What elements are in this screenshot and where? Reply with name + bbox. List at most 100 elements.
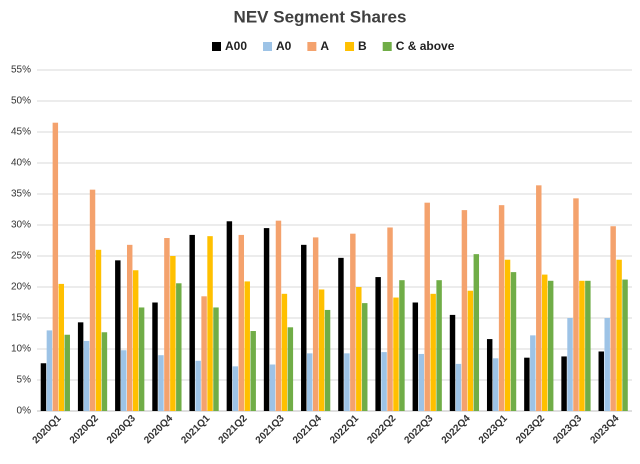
bar (138, 307, 145, 411)
bar (263, 228, 270, 411)
bar (610, 226, 616, 411)
bar (89, 189, 96, 411)
bar (64, 334, 70, 411)
bar (567, 318, 573, 411)
x-tick-label: 2023Q2 (514, 413, 547, 446)
bar (164, 238, 170, 411)
y-tick-label: 0% (17, 406, 32, 417)
legend-label: C & above (396, 39, 455, 53)
bar (83, 340, 90, 411)
x-tick-label: 2021Q1 (179, 413, 212, 446)
bar (250, 331, 256, 411)
bar (52, 122, 59, 411)
bar (170, 256, 176, 411)
bar (176, 283, 182, 411)
bar (616, 259, 622, 411)
legend-swatch (307, 42, 317, 51)
bar (232, 366, 239, 411)
bar (504, 259, 511, 411)
bar (207, 236, 213, 411)
y-tick-label: 35% (11, 189, 31, 200)
bar (536, 185, 542, 411)
x-tick-label: 2023Q3 (551, 413, 584, 446)
x-tick-label: 2020Q1 (31, 413, 64, 446)
bar (115, 260, 121, 411)
x-tick-label: 2020Q2 (68, 413, 101, 446)
y-tick-label: 45% (11, 127, 31, 138)
bar (387, 227, 393, 411)
x-tick-label: 2023Q4 (588, 413, 621, 446)
bar (195, 360, 201, 411)
bar (132, 270, 139, 411)
bar (126, 244, 133, 411)
bar (467, 290, 474, 411)
bar (547, 280, 554, 411)
y-tick-label: 25% (11, 251, 31, 262)
bar (486, 339, 493, 411)
x-tick-label: 2020Q4 (142, 413, 175, 446)
y-tick-label: 20% (11, 282, 31, 293)
y-tick-label: 5% (17, 375, 32, 386)
bar (542, 274, 548, 411)
bar (524, 357, 530, 411)
bar (498, 205, 505, 411)
bar (473, 254, 480, 411)
bar (579, 280, 585, 411)
legend-label: A (320, 39, 329, 53)
legend-swatch (263, 42, 273, 51)
legend-swatch (382, 42, 392, 51)
bar (510, 272, 517, 411)
bar (269, 364, 276, 411)
x-tick-label: 2021Q3 (254, 413, 287, 446)
bar (585, 280, 591, 411)
x-tick-label: 2021Q2 (217, 413, 250, 446)
bar (381, 352, 387, 411)
bar (158, 355, 164, 411)
y-tick-label: 50% (11, 96, 31, 107)
bar (356, 287, 362, 411)
bar (201, 296, 207, 411)
bar (213, 307, 219, 411)
bar (561, 356, 567, 411)
bar (455, 363, 462, 411)
bar (281, 293, 288, 411)
y-tick-label: 15% (11, 313, 31, 324)
x-tick-label: 2021Q4 (291, 413, 324, 446)
x-tick-label: 2020Q3 (105, 413, 138, 446)
bar (375, 277, 381, 411)
bar (418, 353, 424, 411)
bar (226, 221, 233, 411)
bar (573, 198, 579, 411)
bar (287, 327, 294, 411)
x-tick-label: 2022Q1 (328, 413, 361, 446)
legend-label: A0 (276, 39, 292, 53)
bar (101, 332, 108, 411)
bar (77, 322, 84, 411)
y-tick-label: 10% (11, 344, 31, 355)
legend-swatch (212, 42, 221, 51)
bar (46, 330, 53, 411)
y-tick-label: 30% (11, 220, 31, 231)
bar (238, 234, 245, 411)
chart-title: NEV Segment Shares (234, 7, 407, 26)
bar (318, 289, 325, 411)
bar (306, 353, 313, 411)
bar (324, 309, 331, 411)
x-tick-label: 2022Q2 (365, 413, 398, 446)
x-tick-label: 2022Q3 (403, 413, 436, 446)
bar (412, 302, 419, 411)
bar (244, 281, 250, 411)
bar (461, 210, 468, 411)
bar (430, 293, 436, 411)
bar (436, 280, 442, 411)
bar (622, 279, 628, 411)
y-tick-label: 40% (11, 158, 31, 169)
bar (95, 249, 102, 411)
bar (275, 220, 282, 411)
bar (399, 280, 405, 411)
x-tick-label: 2023Q1 (477, 413, 510, 446)
bar (121, 350, 127, 411)
bar (40, 363, 47, 411)
legend-swatch (345, 42, 355, 51)
